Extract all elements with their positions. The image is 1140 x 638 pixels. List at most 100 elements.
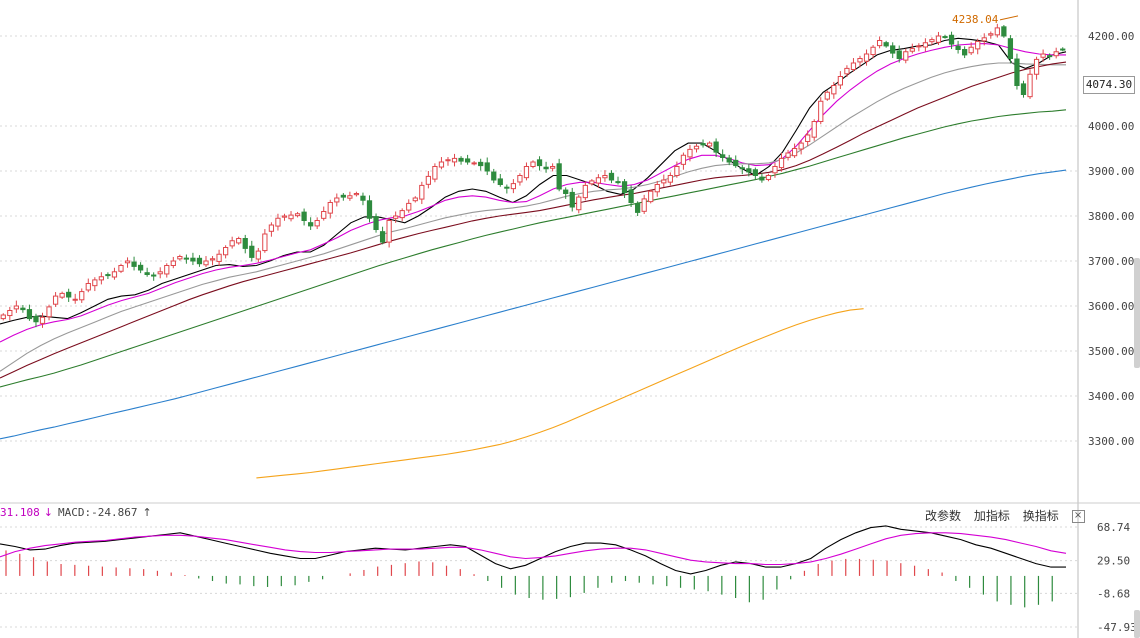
candle [157, 267, 163, 279]
macd-scroll-handle[interactable] [1134, 610, 1140, 638]
candle-body [353, 193, 360, 196]
candle [824, 90, 830, 101]
candle [615, 176, 621, 185]
candle-body [504, 186, 510, 189]
candle-body [1060, 48, 1066, 51]
candle [255, 247, 261, 263]
candle-body [589, 180, 595, 185]
candle [654, 180, 660, 197]
candle-body [720, 154, 726, 159]
candle [635, 201, 641, 216]
candle [327, 199, 333, 219]
candle [687, 144, 693, 162]
candle [1007, 35, 1014, 64]
candle [419, 181, 425, 205]
candle-body [903, 51, 909, 61]
candle [340, 193, 346, 201]
candle-body [667, 175, 673, 183]
candle-body [844, 67, 850, 75]
candle [556, 158, 562, 192]
candle-body [399, 210, 405, 219]
candle [896, 45, 902, 63]
candle-body [1040, 53, 1046, 58]
candle [216, 249, 222, 266]
candle [190, 252, 196, 266]
candle-body [602, 175, 608, 179]
y-tick-label: 4200.00 [1088, 30, 1134, 43]
candle-body [445, 159, 451, 162]
candle-body [308, 222, 314, 227]
candle-body [216, 253, 222, 262]
candle [79, 288, 85, 303]
modify-params-button[interactable]: 改参数 [925, 509, 962, 523]
candle-body [962, 49, 968, 56]
candle-body [543, 166, 549, 170]
candle-body [510, 183, 517, 190]
macd-histogram [5, 550, 1053, 608]
candle [948, 31, 955, 50]
y-tick-label: 3800.00 [1088, 210, 1134, 223]
candle-body [314, 220, 320, 227]
candle [517, 173, 523, 186]
candle-body [648, 190, 654, 203]
candle-body [759, 176, 765, 181]
up-arrow-icon: ↑ [142, 506, 152, 519]
candle-body [523, 166, 530, 179]
candle [700, 139, 706, 148]
candle-body [635, 203, 641, 213]
add-indicator-button[interactable]: 加指标 [973, 509, 1010, 523]
candle [778, 153, 785, 172]
macd-header: 31.108 ↓ MACD:-24.867 ↑ [0, 506, 152, 519]
candle [321, 206, 327, 221]
candle-body [818, 100, 824, 122]
candle [223, 245, 229, 259]
switch-indicator-button[interactable]: 换指标 [1022, 509, 1059, 523]
candle [916, 43, 922, 52]
candle-body [327, 202, 333, 214]
candle [288, 211, 294, 222]
ma-line-ma250 [256, 308, 864, 479]
candle [177, 254, 183, 261]
candle-body [942, 36, 948, 39]
macd-tick-label: -47.93 [1097, 621, 1137, 634]
candle [589, 179, 595, 186]
dea-line [0, 532, 1067, 566]
candle-body [301, 211, 307, 222]
candle [445, 157, 451, 166]
candle-body [896, 50, 902, 59]
candle-body [294, 213, 301, 217]
close-icon[interactable]: × [1071, 510, 1085, 523]
candle-body [111, 271, 118, 278]
macd-toolbar: 改参数 加指标 换指标 × [925, 507, 1094, 524]
candle-body [857, 58, 863, 63]
candle-body [255, 250, 261, 260]
annotation-arrow [999, 15, 1019, 21]
candle [674, 161, 680, 178]
price-scroll-handle[interactable] [1134, 258, 1140, 368]
candlestick-series[interactable] [0, 23, 1066, 328]
candle-body [432, 166, 438, 180]
candle [667, 172, 673, 186]
ma-line-ma30 [0, 61, 1067, 379]
candle-body [981, 37, 987, 42]
annotation-label: 4238.04 [952, 13, 999, 26]
candle [379, 226, 386, 245]
y-tick-label: 3400.00 [1088, 390, 1134, 403]
candle [478, 158, 484, 171]
candle-body [334, 197, 340, 203]
candle [360, 192, 366, 206]
candle [85, 278, 91, 293]
candle-body [497, 178, 503, 185]
current-price-tag: 4074.30 [1083, 76, 1135, 94]
candle-body [85, 283, 91, 291]
candle-body [968, 46, 974, 54]
candle-body [262, 233, 268, 252]
candle [1001, 25, 1007, 38]
candle-body [948, 34, 955, 45]
candle [549, 163, 556, 172]
candle-body [131, 261, 137, 267]
candle [994, 23, 1000, 38]
candle-body [1053, 51, 1059, 57]
